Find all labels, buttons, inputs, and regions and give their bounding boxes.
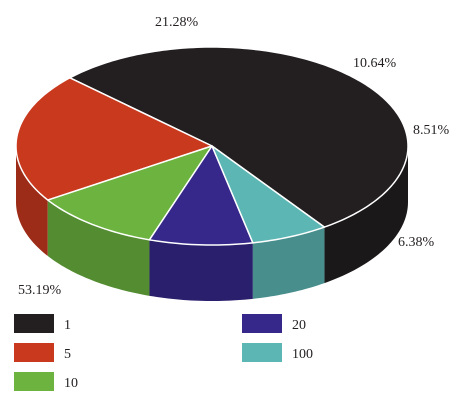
legend-label-20: 20 (292, 318, 306, 333)
value-labels: 53.19% 21.28% 10.64% 8.51% 6.38% (18, 15, 450, 298)
pie-slice-1 (69, 46, 409, 228)
pie-side-20 (149, 239, 253, 301)
pie-slice-10 (47, 145, 213, 241)
legend-swatch-5 (14, 343, 54, 362)
pie-side-1 (324, 146, 408, 284)
pie-slice-100 (211, 145, 326, 244)
pie-slice-20 (148, 145, 254, 246)
pie-side-5 (16, 146, 48, 257)
legend-item-20: 20 (242, 314, 306, 333)
legend-label-5: 5 (64, 347, 71, 362)
legend-label-1: 1 (64, 318, 71, 333)
legend-label-10: 10 (64, 376, 78, 391)
legend-swatch-100 (242, 343, 282, 362)
legend-swatch-10 (14, 372, 54, 391)
legend-swatch-20 (242, 314, 282, 333)
pie-slice-5 (15, 77, 213, 201)
value-label-5: 21.28% (155, 15, 199, 30)
pie-sides (16, 146, 408, 301)
legend-item-1: 1 (14, 314, 71, 333)
value-label-20: 8.51% (413, 123, 450, 138)
pie-slices (15, 46, 409, 246)
pie-side-100 (252, 227, 325, 299)
pie-side-10 (47, 200, 150, 296)
value-label-10: 10.64% (353, 56, 397, 71)
legend-item-10: 10 (14, 372, 78, 391)
value-label-1: 53.19% (18, 283, 62, 298)
legend-item-5: 5 (14, 343, 71, 362)
legend-label-100: 100 (292, 347, 313, 362)
legend-swatch-1 (14, 314, 54, 333)
legend: 1 5 10 20 100 (14, 314, 313, 391)
value-label-100: 6.38% (398, 235, 435, 250)
legend-item-100: 100 (242, 343, 313, 362)
